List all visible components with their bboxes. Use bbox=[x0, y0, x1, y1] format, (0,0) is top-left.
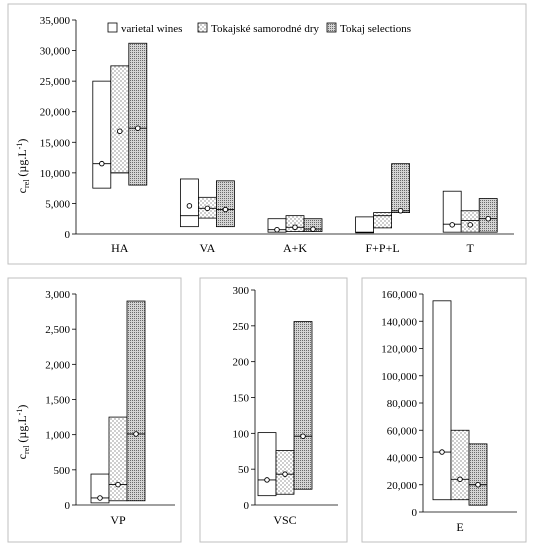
vsc-category-label: VSC bbox=[273, 513, 296, 527]
top-mean-samorodne bbox=[467, 222, 473, 228]
e-y-tick-label: 40,000 bbox=[387, 453, 418, 465]
e-category-label: E bbox=[456, 520, 463, 534]
top-mean-varietal bbox=[274, 226, 280, 233]
legend-label-samorodne: Tokajské samorodné dry bbox=[211, 23, 319, 35]
top-mean-selections bbox=[222, 206, 229, 213]
e-y-tick-label: 140,000 bbox=[381, 316, 417, 328]
top-y-axis-title: crel (µg.L-1) bbox=[15, 139, 31, 194]
vsc-mean-selections bbox=[300, 433, 306, 439]
legend-swatch-selections bbox=[326, 22, 337, 33]
top-bar-selections bbox=[128, 42, 148, 186]
e-y-tick-label: 80,000 bbox=[387, 398, 418, 410]
top-bar-samorodne bbox=[110, 65, 130, 174]
e-mean-samorodne bbox=[457, 476, 463, 483]
legend: varietal wines Tokajské samorodné dry To… bbox=[107, 22, 411, 35]
e-panel-frame bbox=[361, 277, 527, 543]
e-y-tick-label: 0 bbox=[412, 507, 418, 519]
top-mean-samorodne bbox=[117, 128, 123, 135]
top-bar-varietal bbox=[179, 178, 199, 228]
top-panel-frame bbox=[7, 3, 527, 265]
top-mean-varietal bbox=[186, 203, 193, 209]
top-bar-selections bbox=[215, 180, 235, 228]
top-mean-varietal bbox=[449, 222, 455, 228]
top-category-label: A+K bbox=[283, 241, 307, 255]
vsc-mean-samorodne bbox=[282, 471, 288, 477]
vp-y-tick-label: 500 bbox=[54, 465, 71, 477]
e-y-tick-label: 160,000 bbox=[381, 289, 417, 301]
vsc-bar-selections bbox=[293, 321, 313, 490]
e-mean-varietal bbox=[439, 449, 445, 455]
vp-category-label: VP bbox=[110, 513, 126, 527]
top-mean-samorodne bbox=[204, 205, 211, 212]
vp-y-tick-label: 2,500 bbox=[45, 324, 70, 336]
vp-panel-frame bbox=[7, 277, 182, 543]
vsc-y-tick-label: 150 bbox=[233, 393, 250, 405]
vp-bar-selections bbox=[126, 300, 146, 502]
top-y-tick-label: 10,000 bbox=[40, 168, 71, 180]
top-bar-selections bbox=[391, 163, 411, 214]
top-category-label: F+P+L bbox=[365, 241, 399, 255]
top-category-label: T bbox=[467, 241, 475, 255]
vp-mean-samorodne bbox=[115, 481, 121, 488]
top-y-tick-label: 0 bbox=[65, 229, 71, 241]
vsc-y-tick-label: 250 bbox=[233, 321, 250, 333]
legend-label-varietal: varietal wines bbox=[121, 23, 182, 35]
vsc-panel-frame bbox=[199, 277, 348, 543]
top-y-tick-label: 15,000 bbox=[40, 137, 71, 149]
top-bar-samorodne bbox=[460, 210, 480, 233]
e-bar-samorodne bbox=[450, 429, 470, 501]
top-y-tick-label: 25,000 bbox=[40, 76, 71, 88]
vp-y-tick-label: 1,000 bbox=[45, 430, 70, 442]
top-mean-selections bbox=[310, 226, 316, 232]
e-y-tick-label: 60,000 bbox=[387, 425, 418, 437]
vp-y-tick-label: 0 bbox=[65, 500, 71, 512]
vp-y-tick-label: 1,500 bbox=[45, 395, 70, 407]
top-mean-selections bbox=[135, 125, 141, 131]
vp-bar-samorodne bbox=[108, 416, 128, 502]
legend-swatch-samorodne bbox=[197, 22, 208, 33]
vsc-y-tick-label: 200 bbox=[233, 357, 250, 369]
top-mean-samorodne bbox=[292, 224, 298, 231]
top-category-label: HA bbox=[111, 241, 129, 255]
top-y-tick-label: 35,000 bbox=[40, 15, 71, 27]
e-y-tick-label: 120,000 bbox=[381, 344, 417, 356]
top-mean-selections bbox=[485, 215, 491, 222]
top-mean-selections bbox=[397, 208, 404, 214]
e-bar-selections bbox=[468, 443, 488, 506]
legend-swatch-varietal bbox=[107, 22, 118, 33]
top-y-tick-label: 20,000 bbox=[40, 107, 71, 119]
top-bar-varietal bbox=[355, 216, 375, 234]
vsc-y-tick-label: 100 bbox=[233, 428, 250, 440]
e-y-tick-label: 20,000 bbox=[387, 480, 418, 492]
vp-mean-varietal bbox=[97, 495, 103, 501]
vp-mean-selections bbox=[133, 431, 139, 437]
top-bar-varietal bbox=[92, 80, 112, 189]
top-bar-selections bbox=[478, 198, 498, 233]
vsc-mean-varietal bbox=[264, 477, 270, 483]
e-y-tick-label: 100,000 bbox=[381, 371, 417, 383]
e-mean-selections bbox=[475, 482, 481, 488]
top-y-tick-label: 30,000 bbox=[40, 46, 71, 58]
vp-y-axis-title: crel (µg.L-1) bbox=[15, 405, 31, 460]
vsc-bar-varietal bbox=[257, 432, 277, 497]
e-bar-varietal bbox=[432, 300, 452, 501]
top-category-label: VA bbox=[200, 241, 216, 255]
legend-label-selections: Tokaj selections bbox=[340, 23, 411, 35]
vp-y-tick-label: 2,000 bbox=[45, 359, 70, 371]
top-mean-varietal bbox=[99, 160, 105, 167]
vsc-y-tick-label: 50 bbox=[238, 464, 250, 476]
top-y-tick-label: 5,000 bbox=[45, 198, 70, 210]
vsc-y-tick-label: 0 bbox=[244, 500, 250, 512]
vp-y-tick-label: 3,000 bbox=[45, 289, 70, 301]
vsc-y-tick-label: 300 bbox=[233, 285, 250, 297]
top-bar-samorodne bbox=[373, 212, 393, 229]
